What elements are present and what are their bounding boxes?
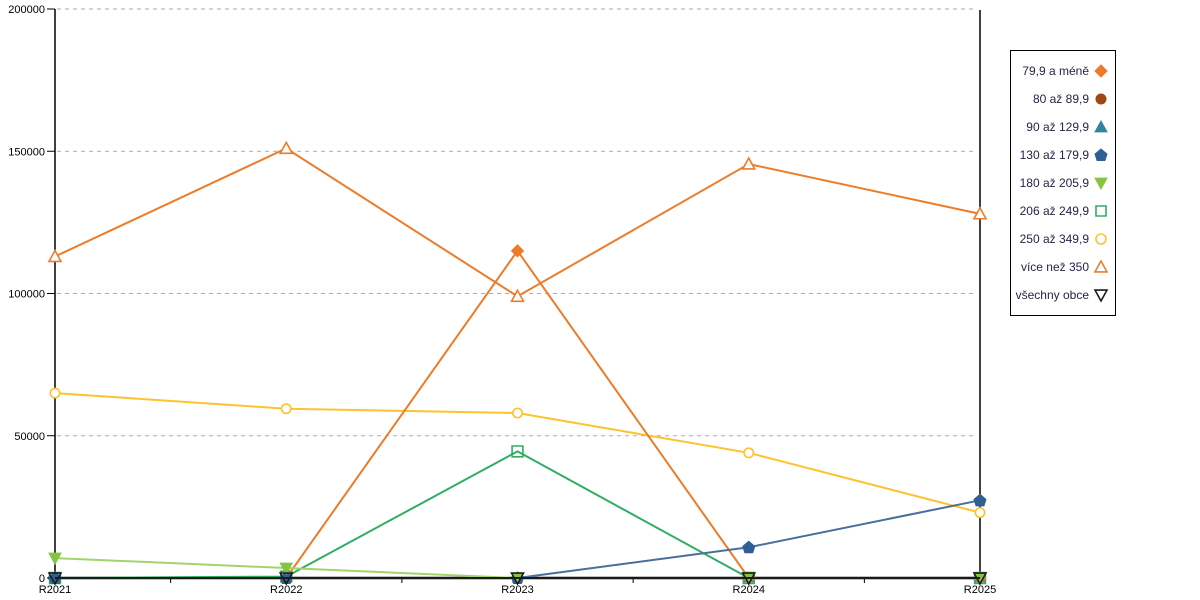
x-axis-category-label: R2022: [270, 584, 302, 596]
data-point-series-6[interactable]: [974, 507, 986, 519]
diamond-marker-icon: [1094, 64, 1108, 78]
data-point-series-6[interactable]: [49, 387, 61, 399]
legend-label: 79,9 a méně: [1022, 64, 1089, 78]
legend-label: 90 až 129,9: [1026, 120, 1089, 134]
legend-item-6[interactable]: 250 až 349,9: [1015, 225, 1109, 253]
legend-item-8[interactable]: všechny obce: [1015, 281, 1109, 309]
data-point-series-7[interactable]: [278, 140, 294, 155]
chart-legend: 79,9 a méně 80 až 89,9 90 až 129,9 130 až 1…: [1010, 50, 1116, 316]
data-point-series-0[interactable]: [510, 244, 525, 258]
triangle-up-marker-icon: [1093, 259, 1109, 273]
data-point-series-8[interactable]: [741, 572, 757, 586]
triangle-up-marker-icon: [1094, 119, 1108, 133]
circle-marker-icon: [1095, 233, 1107, 245]
data-point-series-3[interactable]: [973, 493, 987, 507]
data-point-series-7[interactable]: [510, 288, 525, 303]
y-axis-tick-label: 100000: [8, 289, 45, 301]
legend-label: 206 až 249,9: [1019, 204, 1089, 218]
data-point-series-7[interactable]: [47, 248, 63, 263]
data-point-series-5[interactable]: [511, 445, 524, 458]
data-point-series-6[interactable]: [743, 447, 755, 459]
legend-item-5[interactable]: 206 až 249,9: [1015, 197, 1109, 225]
legend-label: více než 350: [1020, 260, 1089, 274]
data-point-series-4[interactable]: [48, 552, 62, 566]
legend-label: 250 až 349,9: [1019, 232, 1089, 246]
x-axis-category-label: R2025: [964, 584, 996, 596]
y-axis-tick-label: 0: [39, 573, 45, 585]
legend-item-4[interactable]: 180 až 205,9: [1015, 169, 1109, 197]
triangle-down-marker-icon: [1094, 177, 1108, 191]
data-point-series-7[interactable]: [741, 156, 757, 170]
legend-item-2[interactable]: 90 až 129,9: [1015, 113, 1109, 141]
series-line-3: [55, 499, 981, 579]
legend-label: 180 až 205,9: [1019, 176, 1089, 190]
y-axis-tick-label: 50000: [14, 431, 45, 443]
pentagon-marker-icon: [1094, 148, 1108, 162]
legend-label: 130 až 179,9: [1019, 148, 1089, 162]
legend-item-0[interactable]: 79,9 a méně: [1015, 57, 1109, 85]
y-axis-tick-label: 200000: [8, 4, 45, 16]
data-point-series-8[interactable]: [47, 572, 63, 586]
y-axis-tick-label: 150000: [8, 146, 45, 158]
x-axis-category-label: R2023: [501, 584, 533, 596]
legend-item-7[interactable]: více než 350: [1015, 253, 1109, 281]
legend-item-3[interactable]: 130 až 179,9: [1015, 141, 1109, 169]
circle-marker-icon: [1095, 93, 1107, 105]
data-point-series-8[interactable]: [972, 572, 988, 586]
x-axis-category-label: R2024: [733, 584, 765, 596]
legend-label: 80 až 89,9: [1032, 92, 1089, 106]
data-point-series-3[interactable]: [742, 540, 756, 554]
data-point-series-8[interactable]: [278, 572, 294, 586]
legend-label: všechny obce: [1015, 288, 1089, 302]
triangle-down-marker-icon: [1093, 289, 1109, 303]
square-marker-icon: [1095, 205, 1107, 217]
data-point-series-6[interactable]: [512, 407, 523, 419]
data-point-series-7[interactable]: [972, 206, 988, 220]
series-line-7: [54, 147, 981, 298]
data-point-series-8[interactable]: [510, 572, 525, 586]
data-point-series-6[interactable]: [280, 403, 292, 415]
legend-item-1[interactable]: 80 až 89,9: [1015, 85, 1109, 113]
x-axis-category-label: R2021: [39, 584, 71, 596]
data-point-series-4[interactable]: [279, 562, 294, 576]
series-line-5: [54, 450, 980, 579]
